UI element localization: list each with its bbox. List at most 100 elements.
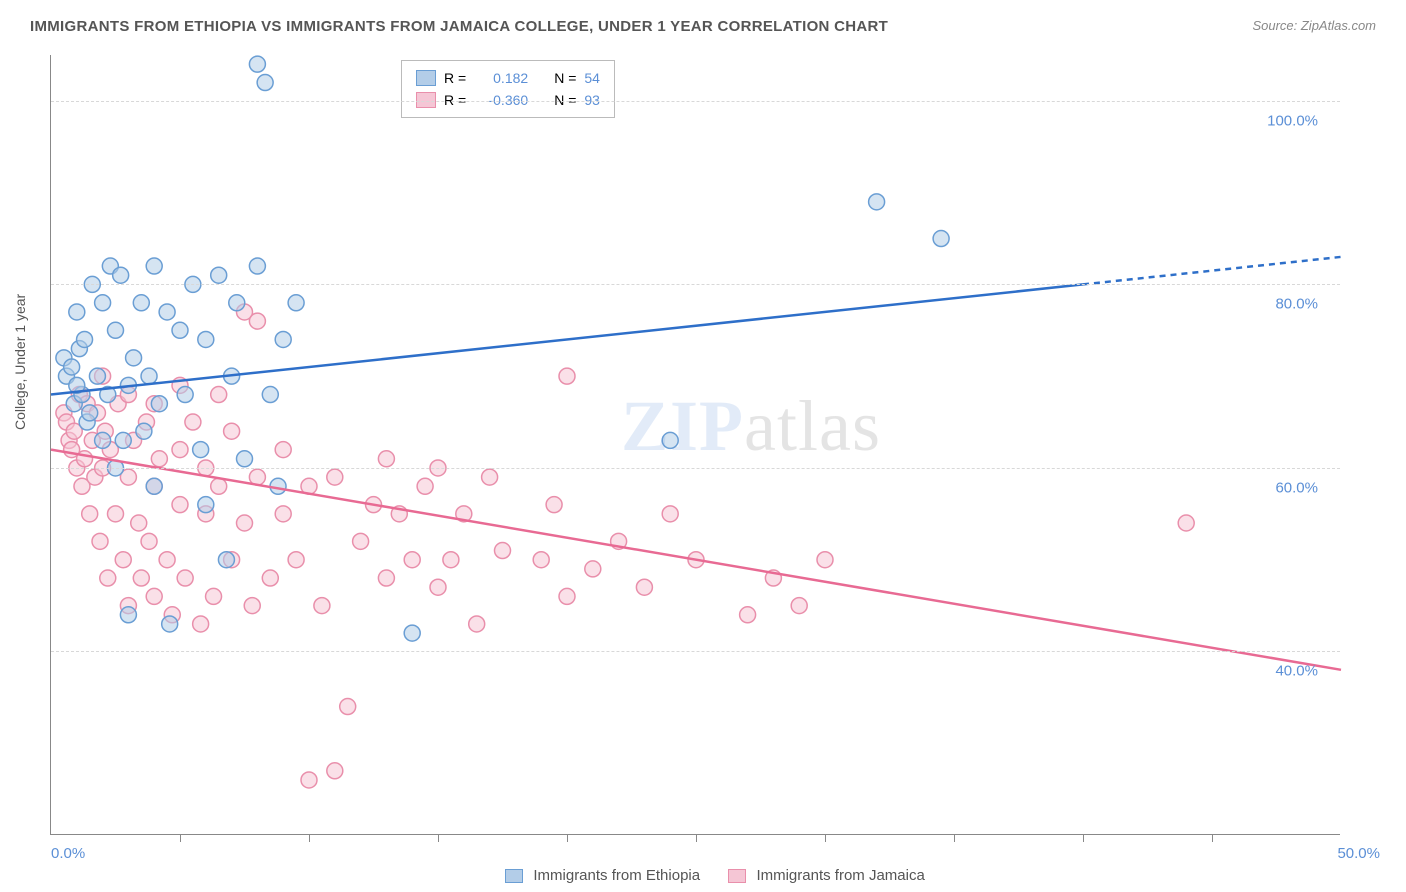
plot-area: R = 0.182 N = 54 R = -0.360 N = 93 ZIPat… [50,55,1340,835]
data-point [82,506,98,522]
data-point [237,515,253,531]
grid-line [51,284,1340,285]
chart-svg [51,55,1340,834]
grid-line [51,101,1340,102]
data-point [172,442,188,458]
data-point [275,331,291,347]
data-point [1178,515,1194,531]
data-point [131,515,147,531]
data-point [115,432,131,448]
x-tick [180,834,181,842]
data-point [327,469,343,485]
data-point [172,497,188,513]
data-point [172,322,188,338]
data-point [113,267,129,283]
data-point [257,75,273,91]
data-point [417,478,433,494]
data-point [185,414,201,430]
series-legend: Immigrants from Ethiopia Immigrants from… [0,867,1406,884]
data-point [146,258,162,274]
data-point [249,56,265,72]
correlation-legend: R = 0.182 N = 54 R = -0.360 N = 93 [401,60,615,118]
data-point [546,497,562,513]
data-point [193,442,209,458]
x-tick [1212,834,1213,842]
data-point [162,616,178,632]
data-point [662,506,678,522]
data-point [92,533,108,549]
trend-line [51,450,1341,670]
data-point [211,387,227,403]
data-point [211,478,227,494]
data-point [275,442,291,458]
data-point [95,295,111,311]
data-point [141,368,157,384]
data-point [108,322,124,338]
data-point [327,763,343,779]
data-point [288,552,304,568]
r-value: 0.182 [474,67,528,89]
data-point [77,331,93,347]
data-point [136,423,152,439]
data-point [237,451,253,467]
data-point [559,588,575,604]
x-tick [696,834,697,842]
data-point [495,543,511,559]
data-point [206,588,222,604]
y-tick-label: 40.0% [1275,663,1318,680]
data-point [353,533,369,549]
grid-line [51,651,1340,652]
data-point [177,570,193,586]
data-point [636,579,652,595]
data-point [314,598,330,614]
data-point [100,570,116,586]
data-point [482,469,498,485]
data-point [224,423,240,439]
data-point [340,699,356,715]
data-point [64,359,80,375]
data-point [177,387,193,403]
data-point [378,451,394,467]
y-tick-label: 60.0% [1275,479,1318,496]
data-point [559,368,575,384]
x-tick [309,834,310,842]
n-label: N = [554,67,576,89]
swatch-icon [728,869,746,883]
data-point [198,331,214,347]
data-point [262,387,278,403]
data-point [288,295,304,311]
x-tick [567,834,568,842]
data-point [69,304,85,320]
r-label: R = [444,67,466,89]
data-point [82,405,98,421]
data-point [378,570,394,586]
data-point [249,313,265,329]
source-label: Source: ZipAtlas.com [1252,18,1376,33]
x-tick [1083,834,1084,842]
data-point [740,607,756,623]
y-axis-label: College, Under 1 year [12,294,28,430]
legend-row: R = 0.182 N = 54 [416,67,600,89]
data-point [791,598,807,614]
data-point [108,506,124,522]
data-point [817,552,833,568]
data-point [89,368,105,384]
data-point [133,570,149,586]
legend-label: Immigrants from Ethiopia [533,867,700,884]
data-point [249,258,265,274]
y-tick-label: 100.0% [1267,112,1318,129]
data-point [126,350,142,366]
data-point [151,396,167,412]
data-point [95,432,111,448]
data-point [159,304,175,320]
grid-line [51,468,1340,469]
data-point [141,533,157,549]
data-point [275,506,291,522]
legend-label: Immigrants from Jamaica [756,867,924,884]
x-tick [438,834,439,842]
x-tick-label: 50.0% [1337,845,1380,862]
x-tick-label: 0.0% [51,845,85,862]
data-point [146,478,162,494]
x-tick [825,834,826,842]
data-point [133,295,149,311]
